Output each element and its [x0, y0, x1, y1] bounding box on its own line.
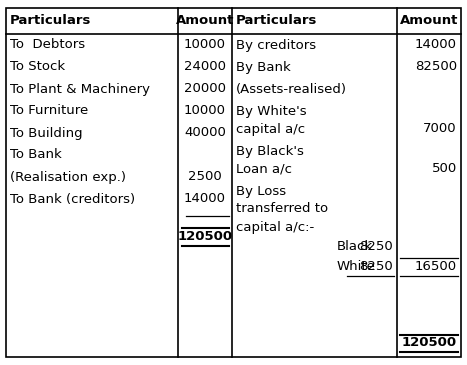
Text: To Stock: To Stock: [10, 61, 65, 73]
Text: By Loss: By Loss: [236, 184, 286, 197]
Text: By creditors: By creditors: [236, 38, 316, 51]
Text: Black: Black: [337, 241, 373, 254]
Text: 500: 500: [432, 162, 457, 176]
Text: 120500: 120500: [177, 231, 233, 243]
Text: 8250: 8250: [359, 241, 393, 254]
Text: Amount: Amount: [400, 15, 458, 27]
Text: 14000: 14000: [184, 192, 226, 205]
Text: By Bank: By Bank: [236, 61, 291, 73]
Text: 10000: 10000: [184, 104, 226, 118]
Text: To Bank (creditors): To Bank (creditors): [10, 192, 135, 205]
Text: transferred to: transferred to: [236, 203, 328, 215]
Text: 2500: 2500: [188, 170, 222, 184]
Text: White: White: [337, 261, 376, 273]
Text: Particulars: Particulars: [10, 15, 92, 27]
Text: (Realisation exp.): (Realisation exp.): [10, 170, 126, 184]
Text: Loan a/c: Loan a/c: [236, 162, 292, 176]
Text: 20000: 20000: [184, 82, 226, 96]
Text: capital a/c: capital a/c: [236, 123, 305, 135]
Text: 10000: 10000: [184, 38, 226, 51]
Text: Particulars: Particulars: [236, 15, 318, 27]
Text: Amount: Amount: [176, 15, 234, 27]
Text: 40000: 40000: [184, 127, 226, 139]
Text: 120500: 120500: [402, 337, 457, 350]
Text: To Bank: To Bank: [10, 149, 62, 161]
Text: capital a/c:-: capital a/c:-: [236, 220, 314, 234]
Text: (Assets-realised): (Assets-realised): [236, 82, 347, 96]
Text: To Furniture: To Furniture: [10, 104, 88, 118]
Text: 82500: 82500: [415, 61, 457, 73]
Text: By White's: By White's: [236, 104, 307, 118]
Text: 16500: 16500: [415, 261, 457, 273]
Text: To Building: To Building: [10, 127, 83, 139]
Text: 7000: 7000: [424, 123, 457, 135]
Text: To  Debtors: To Debtors: [10, 38, 85, 51]
Text: 8250: 8250: [359, 261, 393, 273]
Text: 14000: 14000: [415, 38, 457, 51]
Text: By Black's: By Black's: [236, 145, 304, 158]
Text: To Plant & Machinery: To Plant & Machinery: [10, 82, 150, 96]
Text: 24000: 24000: [184, 61, 226, 73]
